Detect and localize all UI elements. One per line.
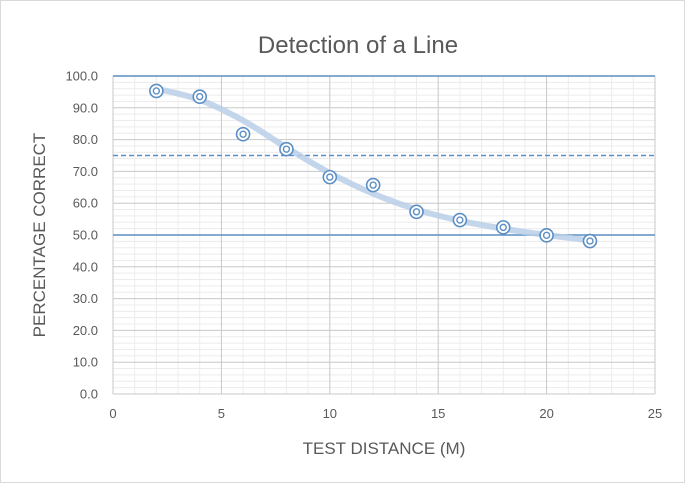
chart-title: Detection of a Line [258,32,458,59]
data-point [409,204,424,220]
x-tick-label: 15 [431,406,445,421]
data-point [365,177,381,193]
data-point-inner [196,92,204,101]
data-point-inner [326,173,334,181]
x-tick-label: 10 [323,406,337,421]
y-axis-label: PERCENTAGE CORRECT [30,133,49,338]
y-tick-label: 20.0 [73,323,98,338]
data-point-inner [586,237,594,245]
data-point-inner [152,87,161,95]
y-axis-ticks: 0.0 10.0 20.0 30.0 40.0 50.0 60.0 70.0 80.0 90.0 1… [65,69,98,402]
data-point-outer [149,83,164,99]
data-point [149,83,164,99]
y-tick-label: 60.0 [73,196,98,211]
data-point-inner [542,231,551,240]
y-tick-label: 70.0 [73,164,98,179]
data-point [452,212,468,228]
data-point-inner [456,216,464,224]
data-point-outer [409,204,424,220]
data-point-outer [279,141,294,157]
x-tick-label: 0 [109,406,116,421]
data-point [322,169,338,185]
data-point [539,228,554,243]
x-axis-label: TEST DISTANCE (M) [303,439,466,458]
data-point [582,233,598,249]
data-point-outer [322,169,338,185]
trendline [153,85,593,244]
y-tick-label: 80.0 [73,132,98,147]
data-point [235,126,251,142]
x-tick-label: 5 [218,406,225,421]
data-point-inner [412,208,421,216]
data-point [192,89,208,104]
data-point-outer [365,177,381,193]
x-tick-label: 25 [648,406,662,421]
trendline-group [153,85,593,244]
x-tick-label: 20 [539,406,553,421]
y-tick-label: 10.0 [73,355,98,370]
y-tick-label: 0.0 [80,387,98,402]
data-point-outer [539,228,554,243]
y-tick-label: 50.0 [73,228,98,243]
y-tick-label: 100.0 [65,69,98,84]
y-tick-label: 90.0 [73,100,98,115]
y-tick-label: 30.0 [73,291,98,306]
data-point-inner [239,130,247,138]
data-point-inner [282,145,291,153]
x-axis-ticks: 0 5 10 15 20 25 [109,406,662,421]
data-point-outer [235,126,251,142]
data-point [495,220,511,235]
data-point-outer [582,233,598,249]
major-gridlines [112,75,656,395]
data-point [279,141,294,157]
data-points [149,83,598,249]
data-point-inner [369,181,377,189]
data-point-outer [452,212,468,228]
y-tick-label: 40.0 [73,259,98,274]
data-point-outer [495,220,511,235]
data-point-inner [499,223,507,232]
data-point-outer [192,89,208,104]
